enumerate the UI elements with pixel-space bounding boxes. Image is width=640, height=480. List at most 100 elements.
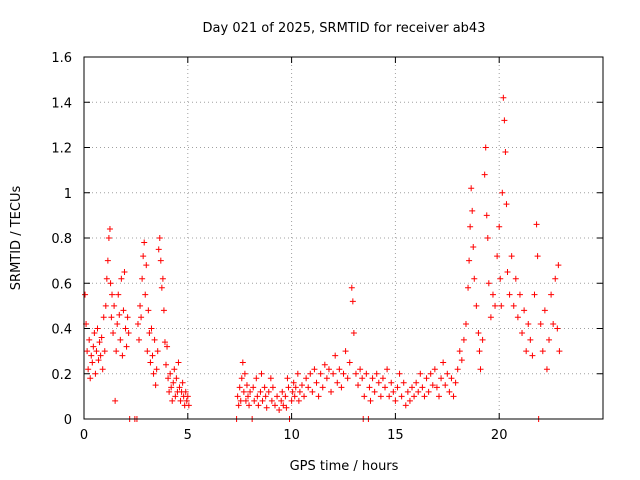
data-point bbox=[134, 320, 141, 327]
data-point bbox=[352, 370, 359, 377]
data-point bbox=[392, 397, 399, 404]
data-point bbox=[475, 330, 482, 337]
data-point bbox=[498, 302, 505, 309]
data-point bbox=[334, 379, 341, 386]
data-point bbox=[262, 393, 269, 400]
data-point bbox=[503, 201, 510, 208]
data-point bbox=[145, 307, 152, 314]
data-point bbox=[357, 366, 364, 373]
data-point bbox=[91, 330, 98, 337]
data-point bbox=[170, 379, 177, 386]
data-point bbox=[502, 149, 509, 156]
data-point bbox=[184, 393, 191, 400]
data-point bbox=[483, 212, 490, 219]
data-point bbox=[427, 370, 434, 377]
data-point bbox=[106, 225, 113, 232]
data-point bbox=[179, 379, 186, 386]
data-point bbox=[487, 314, 494, 321]
grid bbox=[84, 57, 603, 419]
data-point bbox=[183, 397, 190, 404]
data-point bbox=[101, 348, 108, 355]
data-point bbox=[346, 359, 353, 366]
data-point bbox=[371, 388, 378, 395]
y-tick-label: 1.2 bbox=[51, 142, 72, 157]
data-point bbox=[431, 366, 438, 373]
data-point bbox=[108, 314, 115, 321]
data-point bbox=[257, 388, 264, 395]
data-point bbox=[84, 348, 91, 355]
data-point bbox=[319, 384, 326, 391]
data-point bbox=[119, 352, 126, 359]
data-point bbox=[147, 359, 154, 366]
data-point bbox=[116, 311, 123, 318]
data-point bbox=[288, 397, 295, 404]
data-point bbox=[361, 393, 368, 400]
data-point bbox=[268, 397, 275, 404]
data-point bbox=[185, 402, 192, 409]
y-axis-label: SRMTID / TECUs bbox=[9, 186, 24, 291]
data-point bbox=[136, 336, 143, 343]
data-point bbox=[156, 235, 163, 241]
x-tick-label: 0 bbox=[80, 428, 88, 443]
data-point bbox=[497, 275, 504, 282]
data-point bbox=[342, 348, 349, 355]
data-point bbox=[394, 384, 401, 391]
data-point bbox=[163, 361, 170, 368]
data-point bbox=[301, 393, 308, 400]
data-point bbox=[531, 291, 538, 298]
data-point bbox=[167, 370, 174, 377]
data-point bbox=[280, 402, 287, 409]
chart-title: Day 021 of 2025, SRMTID for receiver ab4… bbox=[203, 21, 486, 36]
x-tick-label: 15 bbox=[387, 428, 404, 443]
data-point bbox=[99, 366, 106, 373]
data-point bbox=[139, 275, 146, 282]
data-point bbox=[103, 275, 110, 282]
data-point bbox=[151, 336, 158, 343]
data-point bbox=[303, 375, 310, 382]
data-point bbox=[489, 291, 496, 298]
data-point bbox=[465, 284, 472, 291]
data-point bbox=[369, 375, 376, 382]
data-point bbox=[355, 382, 362, 389]
data-point bbox=[165, 375, 172, 382]
data-point bbox=[556, 348, 563, 355]
data-point bbox=[160, 307, 167, 314]
data-point bbox=[348, 284, 355, 291]
x-axis-label: GPS time / hours bbox=[290, 459, 399, 474]
data-point bbox=[330, 370, 337, 377]
data-point bbox=[289, 388, 296, 395]
data-point bbox=[340, 370, 347, 377]
plot-frame bbox=[83, 56, 604, 420]
data-point bbox=[161, 339, 168, 346]
data-point bbox=[469, 207, 476, 214]
data-point bbox=[149, 352, 156, 359]
x-tick-label: 10 bbox=[283, 428, 300, 443]
data-point bbox=[452, 379, 459, 386]
data-point bbox=[169, 397, 176, 404]
data-point bbox=[328, 388, 335, 395]
data-point bbox=[88, 352, 95, 359]
data-point bbox=[154, 348, 161, 355]
data-point bbox=[539, 348, 546, 355]
data-point bbox=[382, 384, 389, 391]
data-point bbox=[104, 257, 111, 264]
data-point bbox=[479, 336, 486, 343]
data-point bbox=[117, 336, 124, 343]
data-point bbox=[466, 257, 473, 264]
data-point bbox=[548, 291, 555, 298]
data-point bbox=[467, 223, 474, 230]
data-point bbox=[458, 357, 465, 364]
data-point bbox=[98, 334, 105, 341]
data-point bbox=[164, 343, 171, 350]
data-point bbox=[90, 343, 97, 350]
data-point bbox=[274, 393, 281, 400]
data-point bbox=[419, 384, 426, 391]
data-point bbox=[171, 366, 178, 373]
data-point bbox=[152, 382, 159, 389]
data-point bbox=[321, 361, 328, 368]
data-point bbox=[435, 393, 442, 400]
data-point bbox=[282, 393, 289, 400]
data-point bbox=[173, 375, 180, 382]
data-point bbox=[521, 307, 528, 314]
data-point bbox=[508, 253, 515, 260]
